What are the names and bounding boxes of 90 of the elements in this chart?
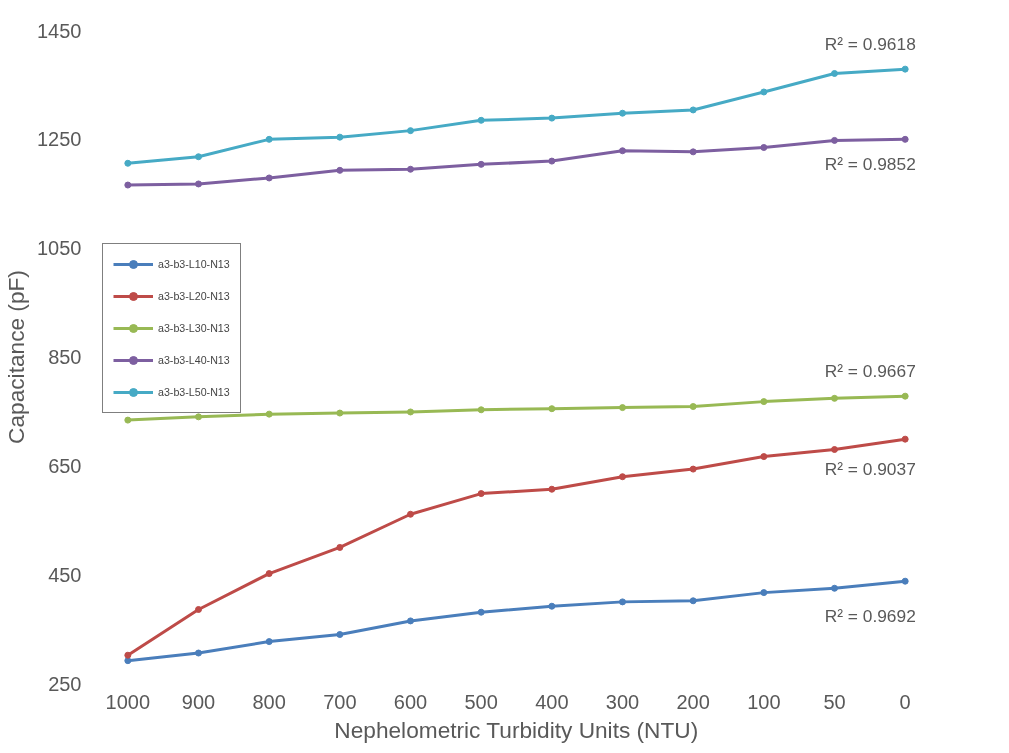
- point: [195, 649, 202, 657]
- point: [407, 165, 414, 173]
- point: [689, 465, 697, 473]
- point: [760, 398, 768, 406]
- point: [477, 116, 485, 124]
- point: [619, 473, 626, 481]
- x-tick-label: 600: [393, 690, 428, 713]
- point: [619, 147, 626, 155]
- y-tick-label: 250: [48, 672, 82, 695]
- x-tick-label: 100: [747, 690, 781, 713]
- legend-label: a3-b3-L10-N13: [158, 258, 230, 270]
- point: [831, 70, 838, 77]
- point: [265, 410, 273, 418]
- point: [336, 409, 344, 417]
- point: [124, 651, 132, 659]
- point: [336, 133, 344, 141]
- point: [548, 114, 556, 122]
- point: [477, 490, 485, 498]
- y-tick-label: 1050: [37, 237, 82, 260]
- point: [548, 485, 556, 493]
- point: [407, 408, 414, 416]
- point: [407, 510, 414, 518]
- point: [548, 405, 556, 413]
- point: [265, 135, 273, 143]
- annotation: R² = 0.9692: [824, 606, 916, 627]
- x-tick-label: 400: [535, 690, 569, 713]
- annotation: R² = 0.9037: [824, 459, 916, 480]
- legend-label: a3-b3-L40-N13: [158, 354, 230, 366]
- y-tick-label: 650: [48, 454, 82, 477]
- point: [901, 435, 909, 443]
- annotation: R² = 0.9618: [824, 34, 916, 55]
- y-tick-label: 1450: [37, 19, 82, 42]
- legend-label: a3-b3-L50-N13: [158, 386, 230, 398]
- x-tick-label: 1000: [105, 690, 151, 713]
- point: [195, 153, 202, 161]
- x-tick-label: 700: [323, 690, 357, 713]
- x-tick-label: 0: [899, 690, 911, 713]
- point: [265, 638, 273, 646]
- point: [901, 135, 909, 143]
- point: [195, 413, 202, 421]
- point: [336, 631, 344, 639]
- point: [124, 416, 132, 424]
- point: [124, 159, 132, 167]
- x-axis-title: Nephelometric Turbidity Units (NTU): [334, 716, 699, 743]
- point: [124, 181, 132, 189]
- point: [407, 617, 414, 625]
- point: [689, 148, 697, 156]
- point: [831, 446, 838, 453]
- point: [689, 597, 697, 605]
- point: [477, 608, 485, 616]
- point: [689, 106, 697, 114]
- x-tick-label: 500: [464, 690, 498, 713]
- y-axis-title: Capacitance (pF): [3, 270, 30, 444]
- point: [760, 589, 768, 597]
- x-tick-label: 300: [605, 690, 640, 713]
- point: [336, 543, 344, 551]
- legend-label: a3-b3-L30-N13: [158, 322, 230, 334]
- point: [265, 174, 273, 182]
- y-tick-label: 1250: [37, 128, 82, 151]
- point: [548, 602, 556, 610]
- x-tick-label: 200: [676, 690, 710, 713]
- x-tick-label: 800: [252, 690, 286, 713]
- point: [477, 160, 485, 168]
- point: [689, 403, 697, 411]
- y-tick-label: 850: [48, 346, 82, 368]
- legend-label: a3-b3-L20-N13: [158, 290, 230, 302]
- point: [760, 88, 768, 96]
- point: [265, 570, 273, 578]
- point: [619, 404, 626, 412]
- point: [477, 406, 485, 414]
- point: [195, 180, 202, 188]
- annotation: R² = 0.9852: [824, 154, 916, 175]
- point: [831, 584, 838, 592]
- point: [407, 127, 414, 135]
- point: [619, 598, 626, 606]
- point: [901, 65, 909, 73]
- point: [548, 157, 556, 165]
- point: [336, 166, 344, 174]
- point: [831, 136, 838, 144]
- point: [760, 453, 768, 461]
- annotation: R² = 0.9667: [824, 361, 916, 382]
- x-tick-label: 50: [823, 690, 846, 713]
- x-tick-label: 900: [181, 690, 216, 713]
- point: [831, 394, 838, 402]
- point: [760, 144, 768, 151]
- point: [619, 109, 626, 117]
- point: [901, 577, 909, 585]
- point: [901, 392, 909, 400]
- point: [195, 606, 202, 613]
- y-tick-label: 450: [48, 563, 82, 586]
